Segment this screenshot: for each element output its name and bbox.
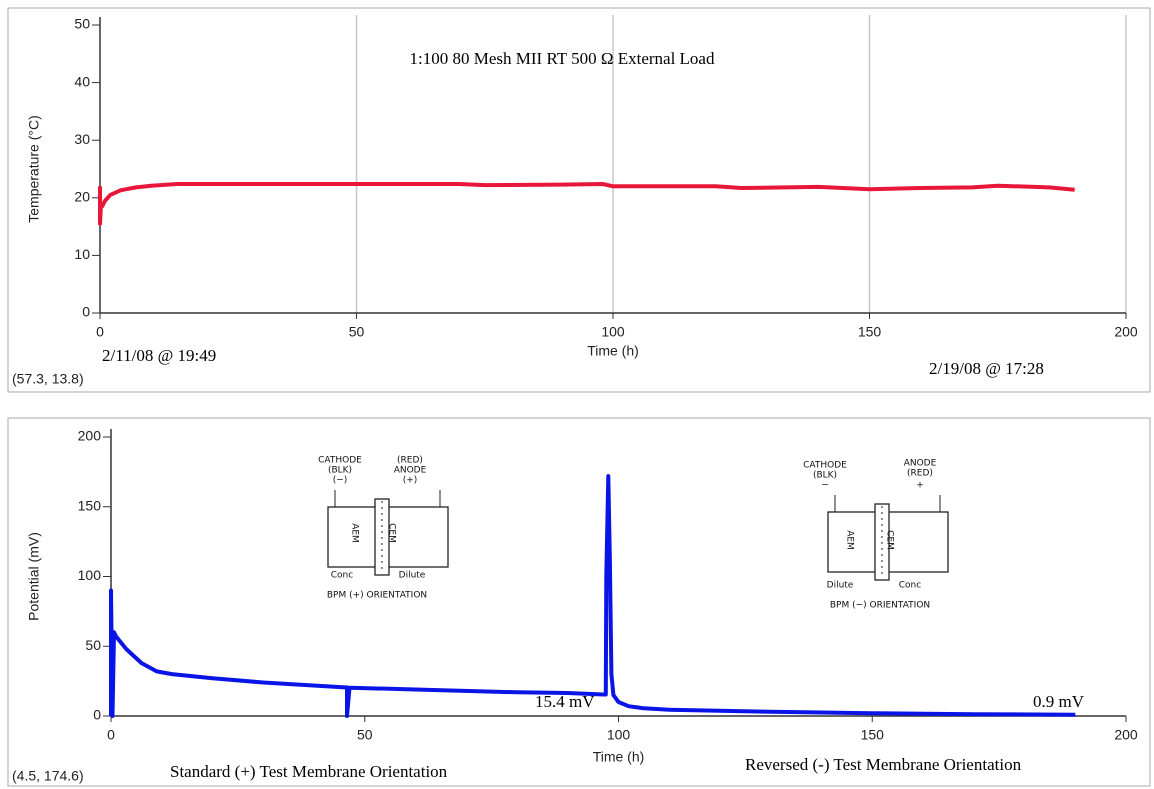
inset-label: (BLK) [328, 466, 352, 476]
y-tick-label: 200 [78, 428, 102, 444]
data-line [98, 182, 1075, 226]
annotation: 0.9 mV [1033, 692, 1085, 711]
x-tick-label: 200 [1114, 324, 1138, 340]
y-tick-label: 0 [82, 304, 90, 320]
bottom-panel [7, 417, 1151, 787]
y-tick-label: 150 [78, 497, 102, 513]
y-tick-label: 50 [85, 637, 101, 653]
inset-label: − [821, 481, 829, 491]
y-tick-label: 40 [74, 73, 90, 89]
y-axis-title: Temperature (°C) [26, 115, 42, 223]
inset-label: CATHODE [318, 456, 362, 466]
inset-label: AEM [845, 530, 855, 550]
annotation: Standard (+) Test Membrane Orientation [170, 762, 448, 781]
inset-label: CEM [387, 523, 397, 543]
inset-label: ANODE [394, 466, 427, 476]
inset-label: (BLK) [813, 471, 837, 481]
x-axis-title: Time (h) [587, 343, 639, 359]
annotation: 2/19/08 @ 17:28 [929, 359, 1044, 378]
y-tick-label: 100 [78, 567, 102, 583]
x-tick-label: 100 [607, 727, 631, 743]
y-tick-label: 30 [74, 131, 90, 147]
y-tick-label: 20 [74, 189, 90, 205]
x-tick-label: 150 [858, 324, 882, 340]
inset-label: AEM [350, 523, 360, 543]
x-axis-title: Time (h) [593, 749, 645, 765]
annotation: 2/11/08 @ 19:49 [102, 346, 216, 365]
inset-label: (RED) [907, 469, 933, 479]
inset-label: (−) [333, 476, 348, 486]
inset-label: CEM [885, 530, 895, 550]
top-panel [7, 7, 1151, 393]
annotation: Reversed (-) Test Membrane Orientation [745, 755, 1022, 774]
annotation: 15.4 mV [535, 692, 595, 711]
x-tick-label: 150 [861, 727, 885, 743]
inset-label: Dilute [827, 581, 854, 591]
x-tick-label: 200 [1114, 727, 1138, 743]
y-tick-label: 10 [74, 246, 90, 262]
x-tick-label: 0 [107, 727, 115, 743]
y-tick-label: 0 [93, 707, 101, 723]
cursor-readout: (4.5, 174.6) [12, 768, 84, 784]
x-tick-label: 0 [96, 324, 104, 340]
inset-label: CATHODE [803, 461, 847, 471]
x-tick-label: 50 [357, 727, 373, 743]
inset-label: BPM (−) ORIENTATION [830, 601, 930, 611]
inset-label: Conc [899, 581, 921, 591]
chart-title: 1:100 80 Mesh MII RT 500 Ω External Load [410, 49, 715, 68]
cursor-readout: (57.3, 13.8) [12, 371, 84, 387]
x-tick-label: 50 [349, 324, 365, 340]
data-line [109, 474, 1076, 718]
inset-label: BPM (+) ORIENTATION [327, 591, 427, 601]
x-tick-label: 100 [601, 324, 625, 340]
inset-label: (+) [403, 476, 418, 486]
inset-label: Dilute [399, 571, 426, 581]
inset-label: ANODE [904, 459, 937, 469]
inset-label: (RED) [397, 456, 423, 466]
y-axis-title: Potential (mV) [26, 532, 42, 621]
y-tick-label: 50 [74, 16, 90, 32]
inset-label: Conc [331, 571, 353, 581]
inset-label: + [916, 481, 924, 491]
